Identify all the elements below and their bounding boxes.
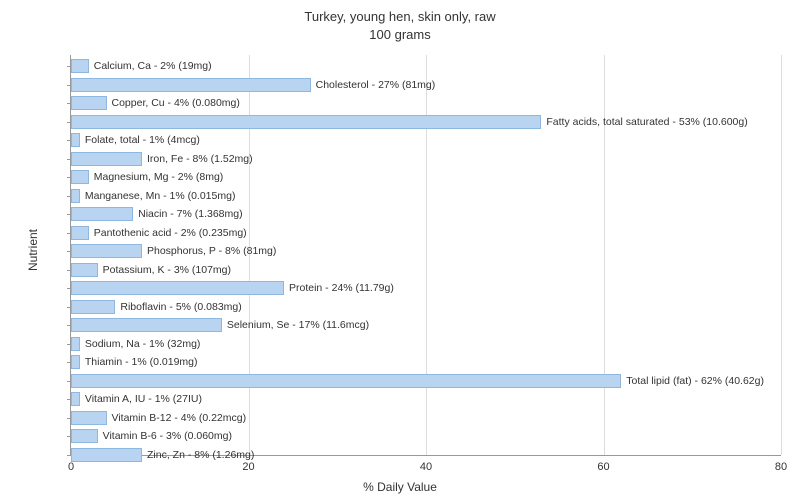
nutrient-bar <box>71 429 98 443</box>
nutrient-bar <box>71 300 115 314</box>
nutrient-bar-label: Potassium, K - 3% (107mg) <box>98 264 231 276</box>
nutrient-bar-label: Folate, total - 1% (4mcg) <box>80 134 200 146</box>
nutrient-bar-label: Copper, Cu - 4% (0.080mg) <box>107 97 240 109</box>
title-line-2: 100 grams <box>369 27 430 42</box>
bar-row: Vitamin B-12 - 4% (0.22mcg) <box>71 411 107 425</box>
bar-row: Cholesterol - 27% (81mg) <box>71 78 311 92</box>
bar-row: Copper, Cu - 4% (0.080mg) <box>71 96 107 110</box>
nutrient-bar-label: Selenium, Se - 17% (11.6mcg) <box>222 319 369 331</box>
nutrient-bar <box>71 152 142 166</box>
nutrient-bar <box>71 448 142 462</box>
x-tick-label: 0 <box>68 461 74 473</box>
nutrient-bar <box>71 355 80 369</box>
bar-row: Protein - 24% (11.79g) <box>71 281 284 295</box>
nutrient-bar <box>71 133 80 147</box>
nutrient-bar-label: Zinc, Zn - 8% (1.26mg) <box>142 449 254 461</box>
bar-row: Manganese, Mn - 1% (0.015mg) <box>71 189 80 203</box>
bar-row: Sodium, Na - 1% (32mg) <box>71 337 80 351</box>
bar-row: Calcium, Ca - 2% (19mg) <box>71 59 89 73</box>
nutrient-bar-label: Pantothenic acid - 2% (0.235mg) <box>89 227 247 239</box>
nutrient-bar <box>71 318 222 332</box>
title-line-1: Turkey, young hen, skin only, raw <box>304 9 495 24</box>
gridline <box>781 55 782 455</box>
chart-title: Turkey, young hen, skin only, raw 100 gr… <box>0 0 800 44</box>
bar-row: Magnesium, Mg - 2% (8mg) <box>71 170 89 184</box>
bar-row: Thiamin - 1% (0.019mg) <box>71 355 80 369</box>
nutrient-bar <box>71 226 89 240</box>
bar-row: Iron, Fe - 8% (1.52mg) <box>71 152 142 166</box>
nutrient-bar-label: Total lipid (fat) - 62% (40.62g) <box>621 375 764 387</box>
nutrient-bar-label: Phosphorus, P - 8% (81mg) <box>142 245 276 257</box>
nutrient-bar-label: Cholesterol - 27% (81mg) <box>311 79 436 91</box>
nutrient-bar <box>71 78 311 92</box>
nutrient-bar <box>71 337 80 351</box>
bar-row: Riboflavin - 5% (0.083mg) <box>71 300 115 314</box>
nutrient-bar-label: Niacin - 7% (1.368mg) <box>133 208 242 220</box>
bar-row: Selenium, Se - 17% (11.6mcg) <box>71 318 222 332</box>
nutrient-bar <box>71 59 89 73</box>
nutrient-bar-label: Sodium, Na - 1% (32mg) <box>80 338 201 350</box>
nutrient-bar-label: Vitamin A, IU - 1% (27IU) <box>80 393 202 405</box>
nutrient-bar-label: Protein - 24% (11.79g) <box>284 282 394 294</box>
bar-row: Pantothenic acid - 2% (0.235mg) <box>71 226 89 240</box>
nutrient-bar <box>71 263 98 277</box>
bar-row: Potassium, K - 3% (107mg) <box>71 263 98 277</box>
nutrient-bar-label: Riboflavin - 5% (0.083mg) <box>115 301 241 313</box>
nutrient-bar-label: Vitamin B-12 - 4% (0.22mcg) <box>107 412 247 424</box>
nutrient-bar <box>71 244 142 258</box>
nutrient-bar <box>71 281 284 295</box>
x-axis-label: % Daily Value <box>363 480 437 494</box>
nutrient-bar-label: Vitamin B-6 - 3% (0.060mg) <box>98 430 232 442</box>
bar-row: Fatty acids, total saturated - 53% (10.6… <box>71 115 541 129</box>
x-tick-label: 80 <box>775 461 787 473</box>
nutrient-bar-label: Fatty acids, total saturated - 53% (10.6… <box>541 116 747 128</box>
bar-row: Folate, total - 1% (4mcg) <box>71 133 80 147</box>
bar-row: Total lipid (fat) - 62% (40.62g) <box>71 374 621 388</box>
nutrient-bar <box>71 374 621 388</box>
bar-row: Zinc, Zn - 8% (1.26mg) <box>71 448 142 462</box>
plot-area: 020406080Calcium, Ca - 2% (19mg)Choleste… <box>70 55 781 456</box>
bar-row: Vitamin B-6 - 3% (0.060mg) <box>71 429 98 443</box>
nutrient-bar <box>71 189 80 203</box>
y-axis-label: Nutrient <box>26 229 40 271</box>
nutrient-bar <box>71 96 107 110</box>
nutrient-bar <box>71 411 107 425</box>
x-tick-label: 40 <box>420 461 432 473</box>
nutrient-bar-label: Iron, Fe - 8% (1.52mg) <box>142 153 253 165</box>
x-tick-label: 20 <box>242 461 254 473</box>
nutrient-bar-label: Calcium, Ca - 2% (19mg) <box>89 60 212 72</box>
nutrient-bar-label: Manganese, Mn - 1% (0.015mg) <box>80 190 236 202</box>
x-tick-label: 60 <box>597 461 609 473</box>
nutrient-bar <box>71 207 133 221</box>
nutrient-bar-label: Magnesium, Mg - 2% (8mg) <box>89 171 224 183</box>
nutrient-bar <box>71 170 89 184</box>
bar-row: Niacin - 7% (1.368mg) <box>71 207 133 221</box>
nutrient-bar-label: Thiamin - 1% (0.019mg) <box>80 356 198 368</box>
nutrient-chart: Turkey, young hen, skin only, raw 100 gr… <box>0 0 800 500</box>
bar-row: Vitamin A, IU - 1% (27IU) <box>71 392 80 406</box>
bar-row: Phosphorus, P - 8% (81mg) <box>71 244 142 258</box>
nutrient-bar <box>71 115 541 129</box>
nutrient-bar <box>71 392 80 406</box>
